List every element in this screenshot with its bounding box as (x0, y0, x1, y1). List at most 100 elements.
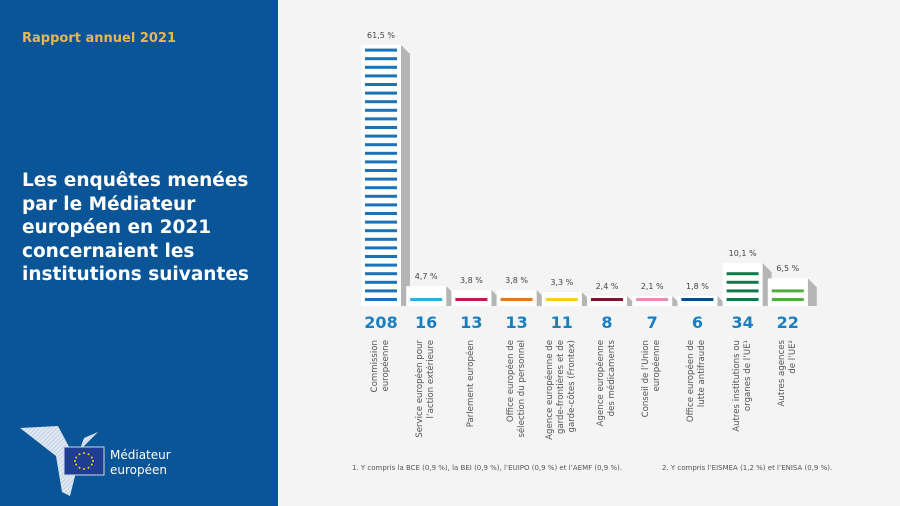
report-label: Rapport annuel 2021 (22, 31, 176, 46)
bar-stripe (365, 229, 397, 233)
footnote-1: 1. Y compris la BCE (0,9 %), la BEI (0,9… (352, 464, 623, 472)
bar-stripe (365, 169, 397, 172)
category-label: Service européen pour l’action extérieure (415, 340, 437, 440)
category-label: Office européen de lutte antifraude (686, 340, 708, 440)
bar-stripe (726, 298, 759, 301)
bar-9 (767, 278, 817, 306)
bar-stripe (681, 298, 714, 301)
count-label: 11 (550, 313, 573, 332)
bar-stripe (365, 255, 397, 258)
bar-stripe (365, 186, 397, 190)
bar-4 (541, 291, 591, 306)
percent-label: 4,7 % (414, 272, 438, 282)
bar-stripe (365, 280, 397, 284)
category-line: Commission (370, 340, 380, 393)
bar-stripe (771, 289, 804, 293)
count-label: 13 (460, 313, 483, 332)
count-label: 34 (731, 313, 754, 332)
logo-line1: Médiateur (110, 448, 171, 462)
eu-stars-icon (74, 452, 94, 470)
bar-stripe (365, 289, 397, 293)
category-line: lutte antifraude (697, 340, 708, 408)
count-label: 13 (505, 313, 528, 332)
category-line: Office européen de (505, 340, 516, 423)
bar-stripe (365, 263, 397, 267)
bar-stripe (365, 212, 397, 215)
bar-stripe (365, 160, 397, 164)
bar-3 (496, 289, 546, 306)
category-label: Commission européenne (370, 340, 392, 440)
category-line: Agence européenne (596, 340, 606, 427)
bar-stripe (455, 298, 488, 301)
percent-label: 3,8 % (505, 275, 529, 285)
title-panel: Rapport annuel 2021 Les enquêtes menées … (0, 0, 278, 506)
percent-label: 3,3 % (550, 277, 574, 287)
bar-stripe (726, 289, 759, 293)
footnote-2: 2. Y compris l’EISMEA (1,2 %) et l’ENISA… (662, 464, 833, 472)
bar-stripe (545, 298, 578, 301)
bar-6 (632, 296, 682, 306)
category-line: des médicaments (607, 340, 617, 417)
bar-face (496, 289, 537, 306)
bar-stripe (365, 108, 397, 112)
count-label: 16 (415, 313, 438, 332)
bar-stripe (365, 177, 397, 181)
category-line: Service européen pour (415, 340, 426, 438)
percent-label: 61,5 % (367, 31, 395, 40)
bar-stripe (365, 100, 397, 104)
category-line: Conseil de l’Union (641, 340, 652, 418)
bar-stripe (365, 272, 397, 276)
count-label: 208 (364, 313, 398, 332)
category-line: Parlement européen (465, 340, 476, 428)
bar-stripe (365, 220, 397, 224)
bar-stripe (500, 298, 533, 301)
percent-label: 2,1 % (640, 282, 664, 291)
bar-stripe (365, 83, 397, 86)
category-line: l’action extérieure (426, 340, 437, 419)
bar-stripe (365, 203, 397, 207)
category-line: Agence européenne de (545, 340, 556, 440)
bar-stripe (726, 272, 759, 276)
bar-stripe (365, 151, 397, 155)
bar-2 (451, 289, 501, 306)
bar-stripe (365, 143, 397, 147)
percent-label: 1,8 % (685, 282, 709, 291)
ombudsman-logo (20, 426, 105, 496)
bar-stripe (365, 237, 397, 241)
category-line: organes de l’UE¹ (742, 340, 753, 412)
category-line: Autres agences (776, 340, 787, 407)
bar-stripe (365, 74, 397, 78)
category-label: Agence européenne de garde-frontières et … (545, 340, 578, 440)
bar-face (361, 45, 401, 306)
bar-stripe (365, 65, 397, 69)
bar-stripe (365, 48, 397, 52)
percent-label: 3,8 % (459, 275, 483, 285)
category-label: Parlement européen (466, 340, 477, 440)
bar-stripe (365, 246, 397, 250)
bar-stripe (365, 126, 397, 129)
category-label: Office européen de sélection du personnel (506, 340, 528, 440)
bar-stripe (365, 134, 397, 138)
bar-stripe (591, 298, 623, 301)
logo-line2: européen (110, 463, 167, 477)
bar-stripe (771, 298, 804, 301)
bar-stripe (365, 91, 397, 95)
category-label: Autres agences de l’UE² (777, 340, 799, 440)
count-label: 22 (776, 313, 799, 332)
category-line: européenne (381, 340, 391, 392)
category-label: Agence européenne des médicaments (596, 340, 618, 440)
chart-title: Les enquêtes menées par le Médiateur eur… (22, 170, 249, 285)
bar-7 (677, 296, 727, 306)
bar-5 (587, 295, 636, 306)
bar-side (401, 45, 410, 306)
bar-stripe (365, 298, 397, 301)
bar-1 (406, 286, 456, 306)
bar-side (807, 278, 817, 306)
logo-text: Médiateur européen (110, 448, 171, 478)
bar-0 (361, 45, 410, 306)
percent-label: 6,5 % (776, 264, 800, 274)
bar-face (451, 289, 492, 306)
bar-chart: 61,5 % 208 Commission européenne 4,7 % 16 Serv… (278, 0, 900, 506)
category-line: Office européen de (686, 340, 697, 423)
bar-stripe (365, 57, 397, 61)
